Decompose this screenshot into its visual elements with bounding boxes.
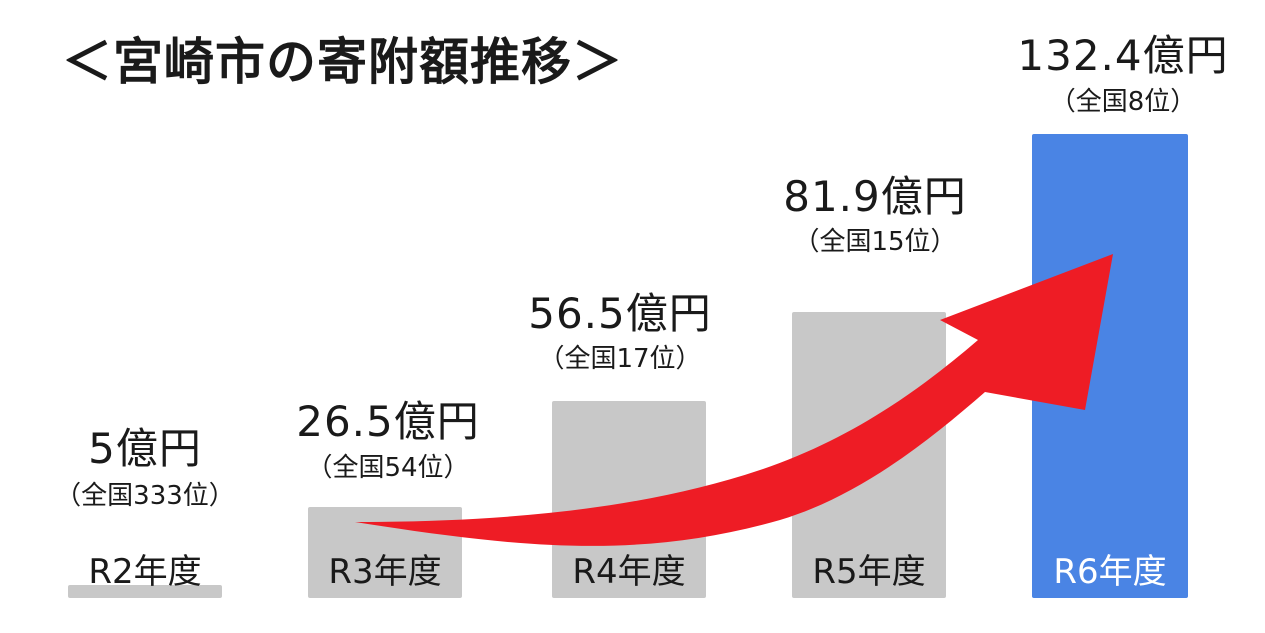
value-label-r6: 132.4億円	[1017, 31, 1229, 80]
value-label-r3: 26.5億円	[296, 397, 480, 446]
chart-title: ＜宮崎市の寄附額推移＞	[62, 33, 623, 91]
rank-label-r3: （全国54位）	[306, 453, 470, 483]
bar-r2	[68, 585, 222, 598]
category-label-r5: R5年度	[812, 552, 926, 592]
rank-label-r5: （全国15位）	[793, 227, 957, 257]
category-label-r4: R4年度	[572, 552, 686, 592]
rank-label-r4: （全国17位）	[538, 344, 702, 374]
category-label-r6: R6年度	[1053, 552, 1167, 592]
rank-label-r6: （全国8位）	[1049, 87, 1197, 117]
value-label-r5: 81.9億円	[783, 172, 967, 221]
value-label-r4: 56.5億円	[528, 289, 712, 338]
category-label-r3: R3年度	[328, 552, 442, 592]
rank-label-r2: （全国333位）	[55, 481, 235, 511]
value-label-r2: 5億円	[88, 424, 202, 473]
category-label-r2: R2年度	[88, 552, 202, 592]
